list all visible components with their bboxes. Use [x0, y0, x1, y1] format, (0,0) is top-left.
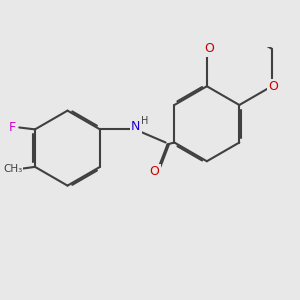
Text: CH₃: CH₃: [3, 164, 22, 174]
Text: O: O: [149, 165, 159, 178]
Text: H: H: [141, 116, 149, 126]
Text: N: N: [131, 120, 140, 133]
Text: O: O: [269, 80, 279, 93]
Text: F: F: [9, 121, 16, 134]
Text: O: O: [204, 42, 214, 55]
